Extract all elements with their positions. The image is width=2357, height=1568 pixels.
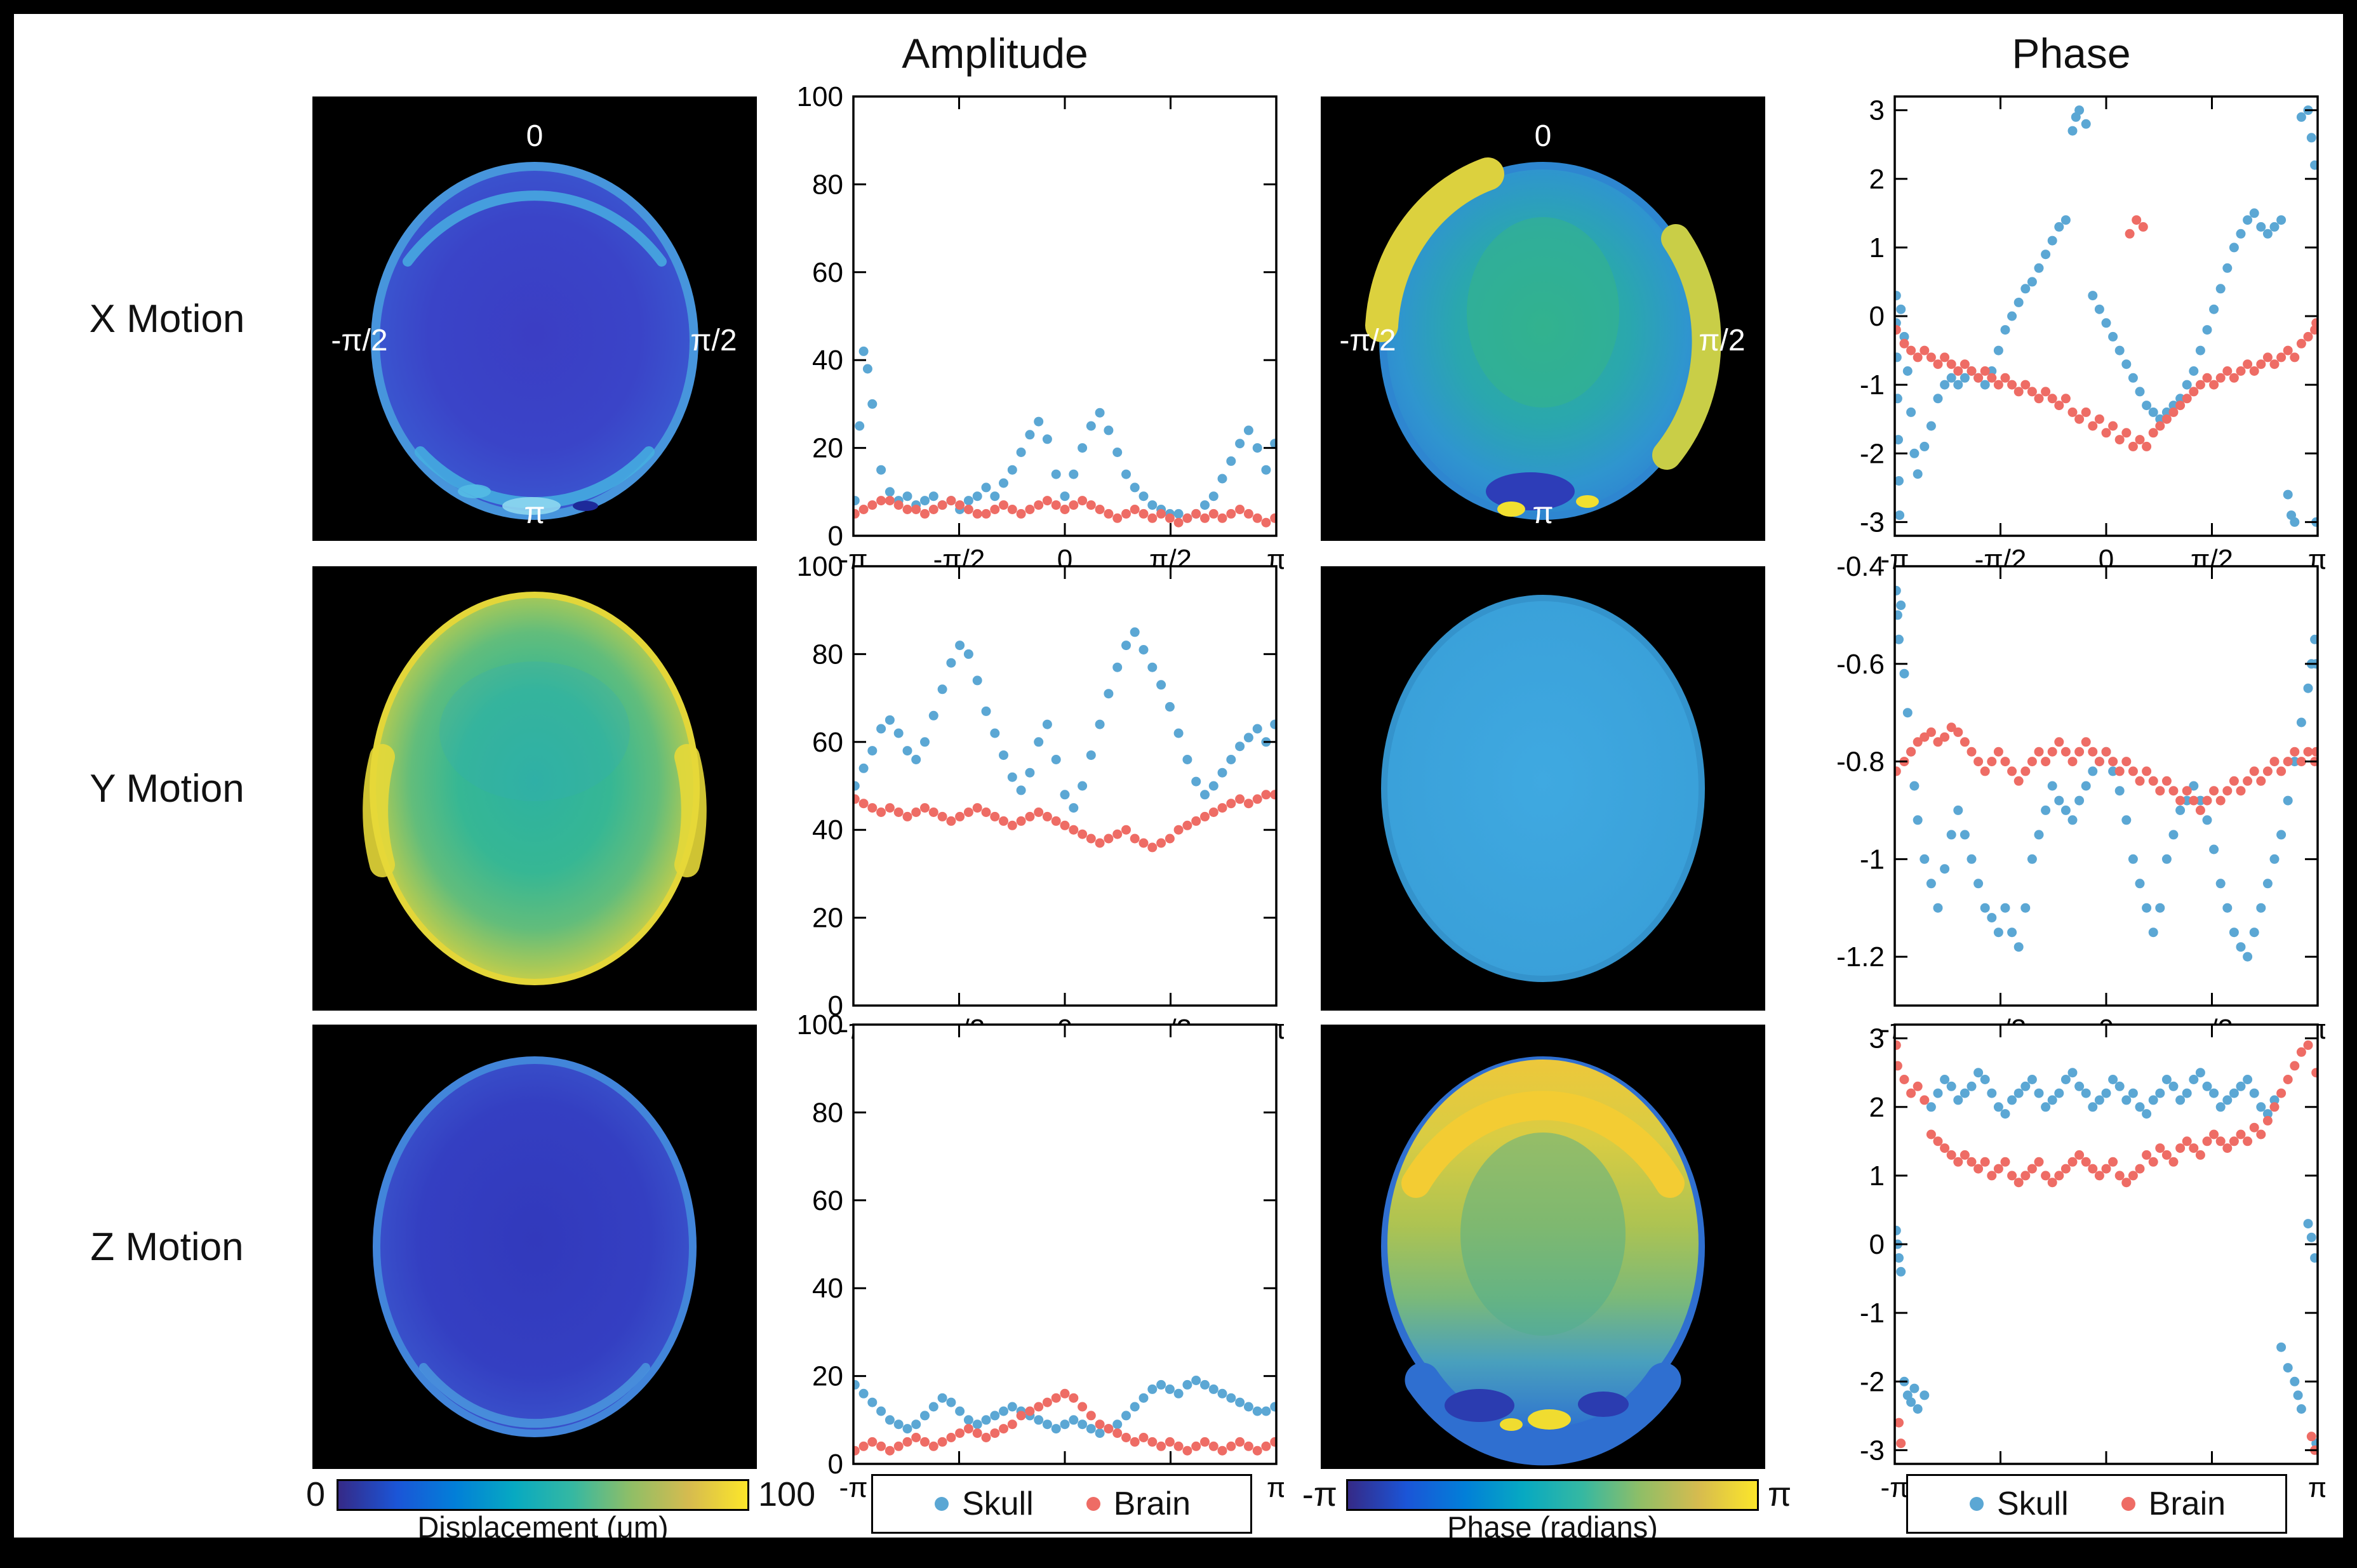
map-angle-label-bottom: π xyxy=(524,496,545,530)
svg-text:60: 60 xyxy=(812,1185,843,1216)
row-label-z-motion: Z Motion xyxy=(90,1225,244,1269)
svg-text:40: 40 xyxy=(812,814,843,846)
svg-text:-0.4: -0.4 xyxy=(1836,556,1885,582)
column-header-phase: Phase xyxy=(2012,30,2131,77)
svg-text:-0.8: -0.8 xyxy=(1836,747,1885,778)
svg-text:20: 20 xyxy=(812,1361,843,1392)
svg-text:-π: -π xyxy=(1880,1472,1909,1503)
phase-colorbar-min: -π xyxy=(1302,1475,1337,1513)
svg-text:3: 3 xyxy=(1869,1023,1885,1054)
displacement-colorbar-min: 0 xyxy=(305,1475,325,1513)
svg-text:-3: -3 xyxy=(1860,507,1885,538)
svg-text:-0.6: -0.6 xyxy=(1836,649,1885,680)
svg-text:80: 80 xyxy=(812,1097,843,1128)
svg-text:-2: -2 xyxy=(1860,1366,1885,1397)
svg-text:π: π xyxy=(2308,1472,2325,1503)
chart-y-phase: -π-π/20π/2π-0.4-0.6-0.8-1-1.2 xyxy=(1824,551,2327,1051)
chart-x-amplitude: -π -π/2 0 π/2 π 0 20 40 60 80 100 xyxy=(782,81,1286,581)
map-angle-label-right: π/2 xyxy=(690,324,737,357)
displacement-colorbar xyxy=(337,1479,749,1511)
svg-text:2: 2 xyxy=(1869,1092,1885,1123)
svg-text:-2: -2 xyxy=(1860,438,1885,469)
legend-item-brain: Brain xyxy=(1085,1485,1191,1523)
legend-item-brain: Brain xyxy=(2120,1485,2226,1523)
svg-text:60: 60 xyxy=(812,727,843,758)
legend-item-skull: Skull xyxy=(1968,1485,2069,1523)
svg-text:0: 0 xyxy=(828,521,843,552)
map-angle-label-left: -π/2 xyxy=(331,324,387,357)
row-label-y-motion: Y Motion xyxy=(90,766,244,811)
map-angle-label-right: π/2 xyxy=(1699,324,1745,357)
brain-dot-icon xyxy=(1086,1497,1100,1511)
svg-text:0: 0 xyxy=(828,990,843,1021)
legend-phase: Skull Brain xyxy=(1906,1474,2287,1534)
svg-text:-1: -1 xyxy=(1860,1298,1885,1329)
svg-text:3: 3 xyxy=(1869,95,1885,126)
svg-text:40: 40 xyxy=(812,1273,843,1304)
svg-text:-3: -3 xyxy=(1860,1435,1885,1466)
chart-x-phase: -π -π/2 0 π/2 π -3 -2 -1 0 1 2 3 xyxy=(1824,86,2327,581)
map-angle-label-left: -π/2 xyxy=(1339,324,1396,357)
brain-map-y-amplitude xyxy=(312,566,757,1011)
skull-dot-icon xyxy=(934,1497,949,1511)
svg-text:0: 0 xyxy=(828,1449,843,1480)
svg-text:0: 0 xyxy=(1869,301,1885,332)
svg-text:π: π xyxy=(1267,1472,1284,1503)
brain-map-z-phase xyxy=(1321,1025,1765,1469)
legend-label-skull: Skull xyxy=(1996,1485,2069,1522)
svg-text:80: 80 xyxy=(812,639,843,670)
phase-colorbar-max: π xyxy=(1768,1475,1792,1513)
svg-text:20: 20 xyxy=(812,433,843,464)
row-label-x-motion: X Motion xyxy=(89,296,245,341)
svg-text:-1.2: -1.2 xyxy=(1836,941,1885,973)
map-angle-label-top: 0 xyxy=(1535,119,1552,153)
svg-text:-π: -π xyxy=(839,1472,867,1503)
column-header-amplitude: Amplitude xyxy=(902,30,1088,77)
svg-text:40: 40 xyxy=(812,345,843,376)
legend-amplitude: Skull Brain xyxy=(871,1474,1252,1534)
displacement-colorbar-label: Displacement (μm) xyxy=(417,1510,669,1538)
svg-text:-1: -1 xyxy=(1860,844,1885,875)
legend-item-skull: Skull xyxy=(933,1485,1034,1523)
svg-text:60: 60 xyxy=(812,257,843,288)
svg-text:100: 100 xyxy=(797,556,843,582)
svg-text:100: 100 xyxy=(797,86,843,112)
svg-text:-1: -1 xyxy=(1860,369,1885,401)
svg-text:1: 1 xyxy=(1869,232,1885,263)
brain-map-z-amplitude xyxy=(312,1025,757,1469)
svg-text:80: 80 xyxy=(812,169,843,200)
map-angle-label-bottom: π xyxy=(1532,496,1553,530)
svg-text:100: 100 xyxy=(797,1014,843,1040)
brain-dot-icon xyxy=(2121,1497,2135,1511)
svg-text:1: 1 xyxy=(1869,1160,1885,1192)
phase-colorbar-label: Phase (radians) xyxy=(1447,1510,1658,1538)
legend-label-brain: Brain xyxy=(1113,1485,1191,1522)
legend-label-brain: Brain xyxy=(2148,1485,2226,1522)
displacement-colorbar-max: 100 xyxy=(758,1475,816,1513)
svg-text:20: 20 xyxy=(812,903,843,934)
svg-text:0: 0 xyxy=(1869,1229,1885,1260)
legend-label-skull: Skull xyxy=(961,1485,1034,1522)
figure-canvas: Amplitude Phase X Motion Y Motion Z Moti… xyxy=(14,14,2343,1538)
brain-map-y-phase xyxy=(1321,566,1765,1011)
brain-map-x-amplitude: 0 -π/2 π/2 π xyxy=(312,96,757,541)
brain-map-x-phase: 0 -π/2 π/2 π xyxy=(1321,96,1765,541)
phase-colorbar xyxy=(1346,1479,1759,1511)
map-angle-label-top: 0 xyxy=(526,119,544,153)
skull-dot-icon xyxy=(1969,1497,1984,1511)
svg-text:2: 2 xyxy=(1869,164,1885,195)
